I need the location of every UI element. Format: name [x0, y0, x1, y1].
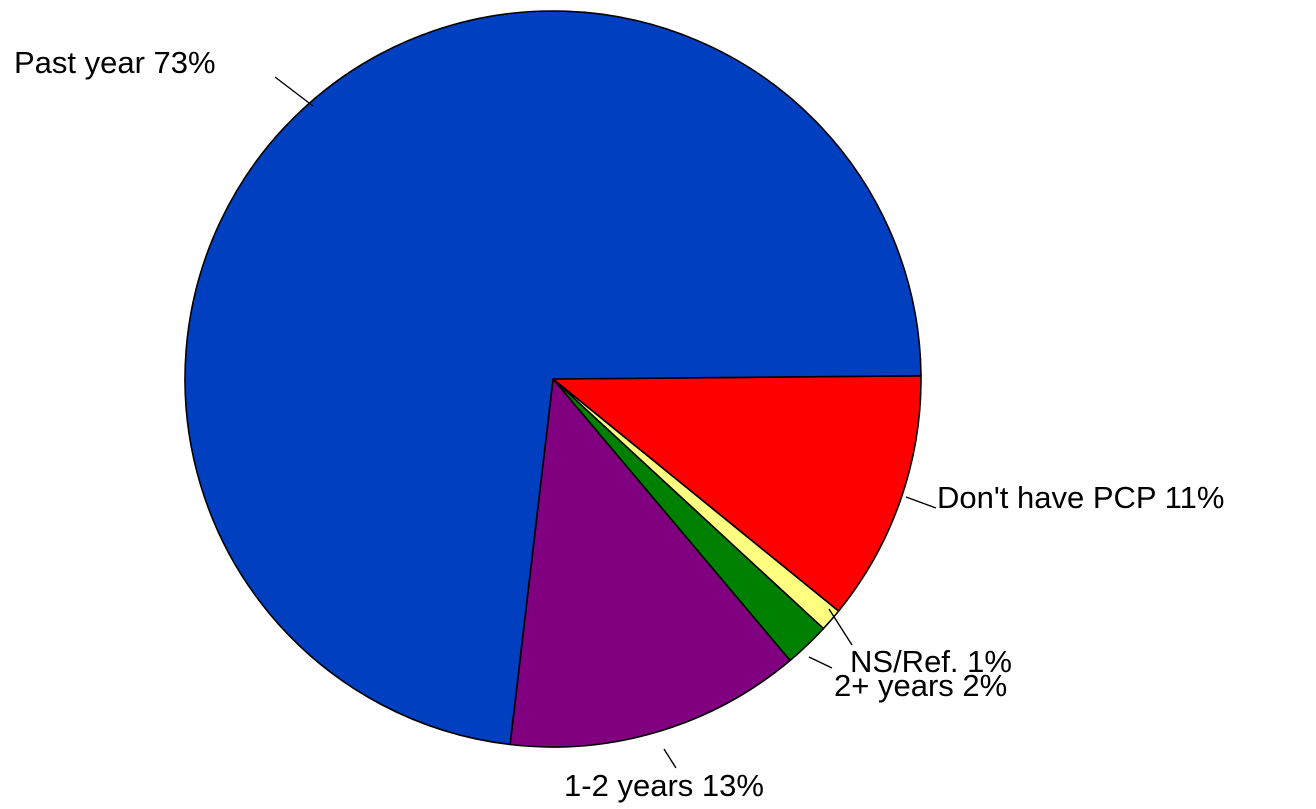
leader-line [808, 656, 833, 669]
slice-labels: Don't have PCP 11% NS/Ref. 1%2+ years 2% 1… [14, 45, 1224, 803]
leader-line [663, 748, 677, 769]
pie-slices [184, 10, 922, 748]
pie-slice-don-t-have-pcp [552, 374, 922, 612]
slice-label: Don't have PCP 11% [937, 480, 1224, 515]
slice-label: 2+ years 2% [834, 668, 1007, 703]
leader-line [905, 496, 937, 509]
leader-line [828, 608, 853, 646]
leader-lines [274, 76, 937, 769]
pie-slice-1-2-years [509, 378, 791, 748]
leader-line [274, 76, 314, 107]
slice-label: NS/Ref. 1% [850, 644, 1012, 679]
slice-label: 1-2 years 13% [564, 768, 764, 803]
slice-label: Past year 73% [14, 45, 216, 80]
pie-slice-past-year [184, 10, 922, 746]
